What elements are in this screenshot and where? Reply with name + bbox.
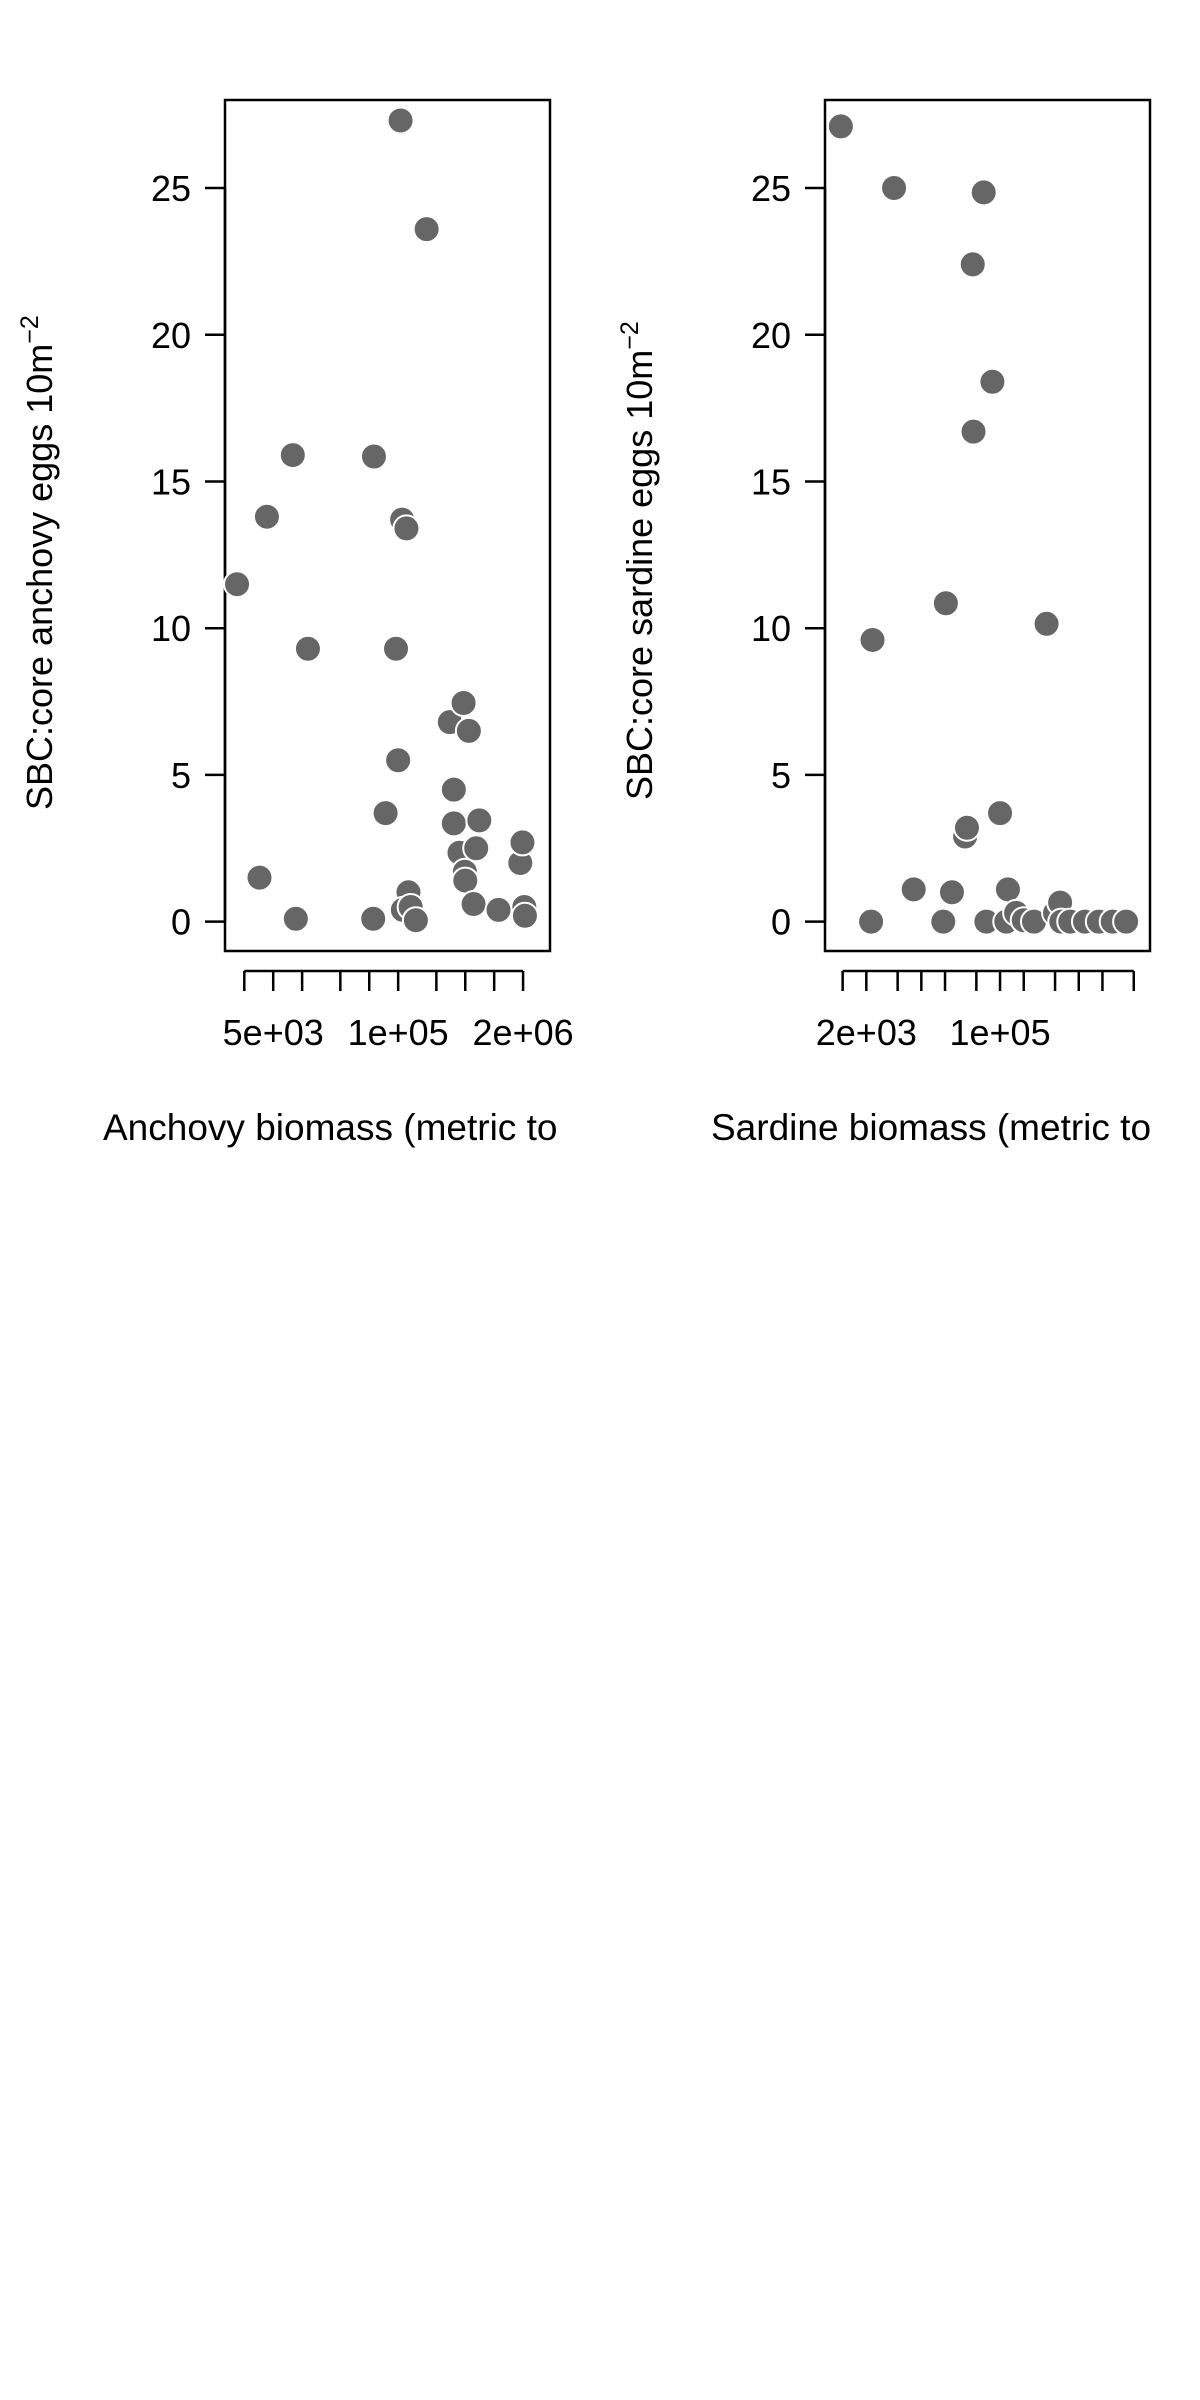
y-tick-label: 0 xyxy=(771,902,791,943)
y-tick-label: 0 xyxy=(171,902,191,943)
data-point xyxy=(510,901,539,930)
data-point xyxy=(293,634,322,663)
data-point xyxy=(993,875,1022,904)
data-point xyxy=(969,178,998,207)
x-tick-label: 5e+03 xyxy=(223,1012,324,1053)
x-tick-label: 2e+03 xyxy=(816,1012,917,1053)
data-point xyxy=(958,250,987,279)
data-point xyxy=(937,878,966,907)
data-point xyxy=(484,895,513,924)
data-point xyxy=(412,215,441,244)
x-axis-label: Sardine biomass (metric to xyxy=(711,1107,1151,1148)
data-point xyxy=(371,799,400,828)
data-point xyxy=(439,809,468,838)
data-point xyxy=(245,863,274,892)
x-tick-label: 1e+05 xyxy=(348,1012,449,1053)
x-axis-label: Anchovy biomass (metric to xyxy=(103,1107,557,1148)
y-axis-label: SBC:core anchovy eggs 10m−2 xyxy=(16,315,60,810)
y-tick-label: 10 xyxy=(151,608,191,649)
data-point xyxy=(439,775,468,804)
data-point xyxy=(899,875,928,904)
sardine-panel: 0 5 10 15 20 25 2e+03 1e+05 SBC:core sardine e… xyxy=(616,98,1152,1148)
data-point xyxy=(451,866,480,895)
data-point xyxy=(959,417,988,446)
x-axis: 5e+03 1e+05 2e+06 xyxy=(223,969,574,1053)
y-tick-label: 10 xyxy=(751,608,791,649)
y-tick-label: 5 xyxy=(171,755,191,796)
data-point xyxy=(359,442,388,471)
data-point xyxy=(281,904,310,933)
data-point xyxy=(401,906,430,935)
data-point xyxy=(252,502,281,531)
data-point xyxy=(386,106,415,135)
data-point xyxy=(978,367,1007,396)
data-point xyxy=(826,112,855,141)
anchovy-panel: 0 5 10 15 20 25 5e+03 1e+05 2e+06 SBC:core anch… xyxy=(16,98,574,1148)
data-point xyxy=(384,746,413,775)
data-point xyxy=(462,834,491,863)
data-point xyxy=(929,907,958,936)
data-point xyxy=(454,716,483,745)
data-point xyxy=(931,589,960,618)
y-axis-label: SBC:core sardine eggs 10m−2 xyxy=(616,321,660,800)
x-axis: 2e+03 1e+05 xyxy=(816,969,1136,1053)
y-tick-label: 20 xyxy=(751,315,791,356)
data-point xyxy=(465,806,494,835)
data-point xyxy=(223,570,252,599)
data-point xyxy=(986,799,1015,828)
data-point xyxy=(359,904,388,933)
x-tick-label: 1e+05 xyxy=(949,1012,1050,1053)
data-point xyxy=(858,625,887,654)
data-point xyxy=(857,907,886,936)
y-tick-label: 15 xyxy=(151,461,191,502)
data-point xyxy=(459,890,488,919)
scatter-points xyxy=(826,112,1141,936)
y-axis: 0 5 10 15 20 25 xyxy=(151,168,227,943)
y-axis: 0 5 10 15 20 25 xyxy=(751,168,827,943)
data-point xyxy=(449,689,478,718)
data-point xyxy=(952,813,981,842)
data-point xyxy=(508,828,537,857)
data-point xyxy=(1032,609,1061,638)
y-tick-label: 20 xyxy=(151,315,191,356)
data-point xyxy=(278,441,307,470)
data-point xyxy=(880,174,909,203)
y-tick-label: 25 xyxy=(151,168,191,209)
y-tick-label: 5 xyxy=(771,755,791,796)
data-point xyxy=(392,514,421,543)
x-tick-label: 2e+06 xyxy=(473,1012,574,1053)
y-tick-label: 15 xyxy=(751,461,791,502)
data-point xyxy=(382,634,411,663)
y-tick-label: 25 xyxy=(751,168,791,209)
scatter-points xyxy=(223,106,539,935)
plot-box xyxy=(823,98,1152,953)
data-point xyxy=(1112,907,1141,936)
